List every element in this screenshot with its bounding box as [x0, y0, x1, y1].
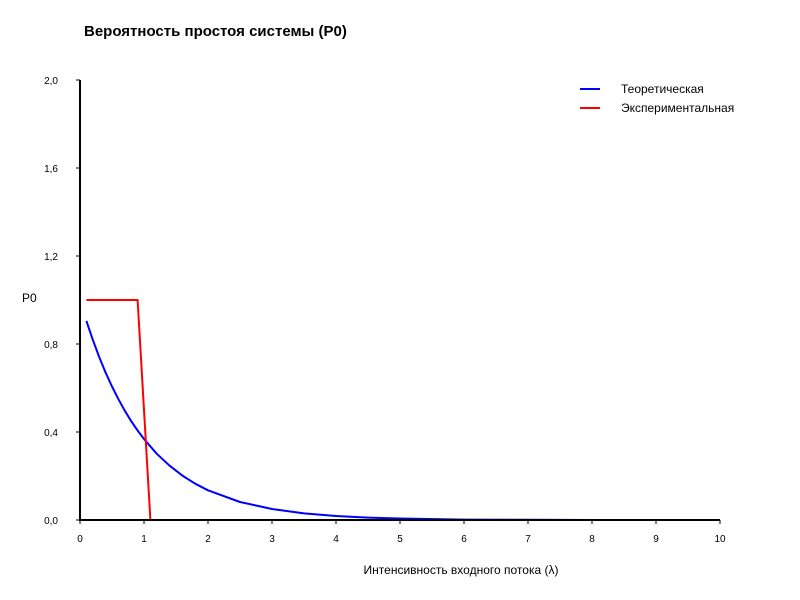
legend: Теоретическая Экспериментальная — [580, 82, 734, 115]
legend-label: Экспериментальная — [621, 101, 734, 115]
series-line-1 — [85, 320, 720, 521]
x-tick-label: 5 — [397, 534, 403, 545]
y-tick-label: 0,8 — [44, 340, 58, 351]
x-tick-label: 10 — [714, 534, 726, 545]
x-tick-label: 0 — [77, 534, 83, 545]
chart-title: Вероятность простоя системы (P0) — [84, 23, 347, 40]
y-tick-label: 0,4 — [44, 428, 58, 439]
x-axis-label: Интенсивность входного потока (λ) — [364, 563, 559, 577]
y-tick-label: 1,6 — [44, 164, 58, 175]
legend-label: Теоретическая — [621, 82, 704, 96]
x-tick-label: 4 — [333, 534, 339, 545]
series-layer — [85, 299, 720, 521]
y-tick-label: 2,0 — [44, 76, 58, 87]
x-tick-label: 1 — [141, 534, 147, 545]
plot-area — [79, 80, 720, 521]
x-tick-label: 7 — [525, 534, 531, 545]
x-tick-label: 2 — [205, 534, 211, 545]
x-ticks: 0 1 2 3 4 5 6 7 8 9 10 — [77, 520, 726, 545]
x-tick-label: 8 — [589, 534, 595, 545]
y-tick-label: 1,2 — [44, 252, 58, 263]
x-tick-label: 3 — [269, 534, 275, 545]
y-tick-label: 0,0 — [44, 516, 58, 527]
x-tick-label: 6 — [461, 534, 467, 545]
series-line-2 — [86, 299, 720, 521]
y-ticks: 0,0 0,4 0,8 1,2 1,6 2,0 — [44, 76, 80, 527]
x-tick-label: 9 — [653, 534, 659, 545]
y-axis-label: P0 — [22, 291, 37, 305]
